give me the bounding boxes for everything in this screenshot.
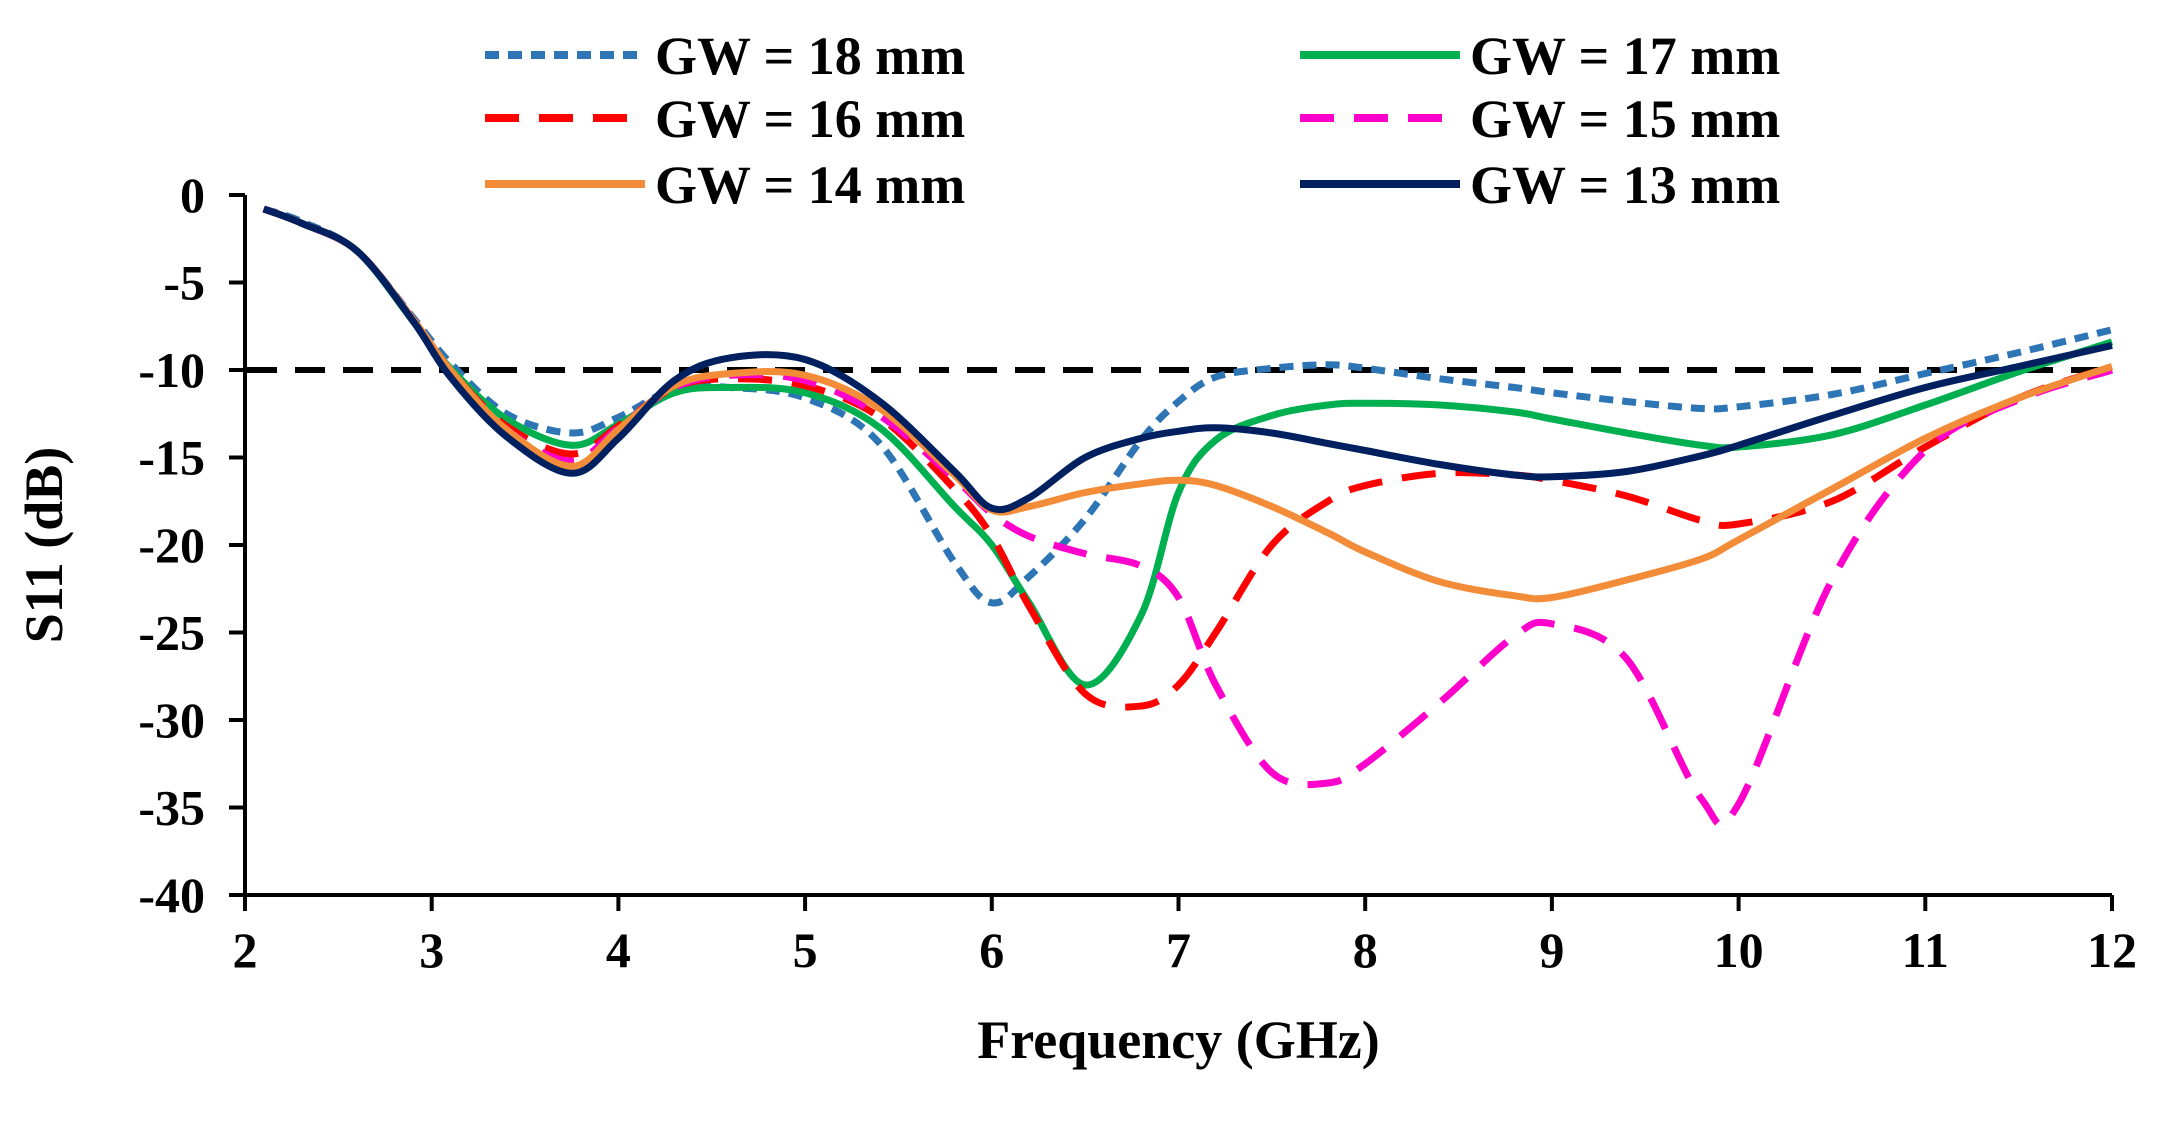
legend-item-14mm: GW = 14 mm	[485, 155, 965, 215]
x-tick-label: 11	[1902, 922, 1949, 978]
legend-label: GW = 13 mm	[1470, 155, 1780, 215]
x-tick-label: 9	[1539, 922, 1564, 978]
x-tick-label: 10	[1714, 922, 1764, 978]
y-tick-label: -30	[138, 692, 205, 748]
series-layer	[262, 205, 2114, 829]
x-tick-label: 7	[1166, 922, 1191, 978]
legend-label: GW = 17 mm	[1470, 26, 1780, 86]
series-line-14mm	[262, 205, 2114, 603]
legend-label: GW = 16 mm	[655, 89, 965, 149]
legend-item-16mm: GW = 16 mm	[485, 89, 965, 149]
legend-label: GW = 14 mm	[655, 155, 965, 215]
x-axis-title: Frequency (GHz)	[977, 1010, 1379, 1070]
legend-item-15mm: GW = 15 mm	[1300, 89, 1780, 149]
axes-layer: 2 3 4 5 6 7 8 9 10 11 12 0 -5 -10 -15 -20 -25 -30 -35 -40	[138, 167, 2137, 978]
x-tick-label: 2	[233, 922, 258, 978]
y-tick-label: -5	[163, 255, 205, 311]
y-tick-label: -35	[138, 780, 205, 836]
legend-item-17mm: GW = 17 mm	[1300, 26, 1780, 86]
legend: GW = 18 mm GW = 17 mm GW = 16 mm GW = 15 mm…	[485, 26, 1780, 215]
series-line-15mm	[262, 205, 2114, 829]
series-line-13mm	[262, 205, 2113, 514]
y-tick-label: 0	[180, 167, 205, 223]
legend-item-18mm: GW = 18 mm	[485, 26, 965, 86]
x-tick-label: 3	[419, 922, 444, 978]
y-tick-label: -40	[138, 867, 205, 923]
series-line-16mm	[262, 205, 2114, 711]
legend-item-13mm: GW = 13 mm	[1300, 155, 1780, 215]
x-tick-label: 12	[2087, 922, 2137, 978]
legend-label: GW = 18 mm	[655, 26, 965, 86]
y-tick-label: -20	[138, 517, 205, 573]
x-tick-label: 8	[1353, 922, 1378, 978]
legend-label: GW = 15 mm	[1470, 89, 1780, 149]
y-tick-label: -15	[138, 430, 205, 486]
y-tick-label: -25	[138, 605, 205, 661]
x-tick-label: 4	[606, 922, 631, 978]
series-line-18mm	[262, 205, 2113, 607]
x-tick-label: 6	[979, 922, 1004, 978]
x-tick-label: 5	[793, 922, 818, 978]
y-axis-title: S11 (dB)	[14, 447, 74, 644]
series-line-17mm	[262, 205, 2114, 689]
y-tick-label: -10	[138, 342, 205, 398]
